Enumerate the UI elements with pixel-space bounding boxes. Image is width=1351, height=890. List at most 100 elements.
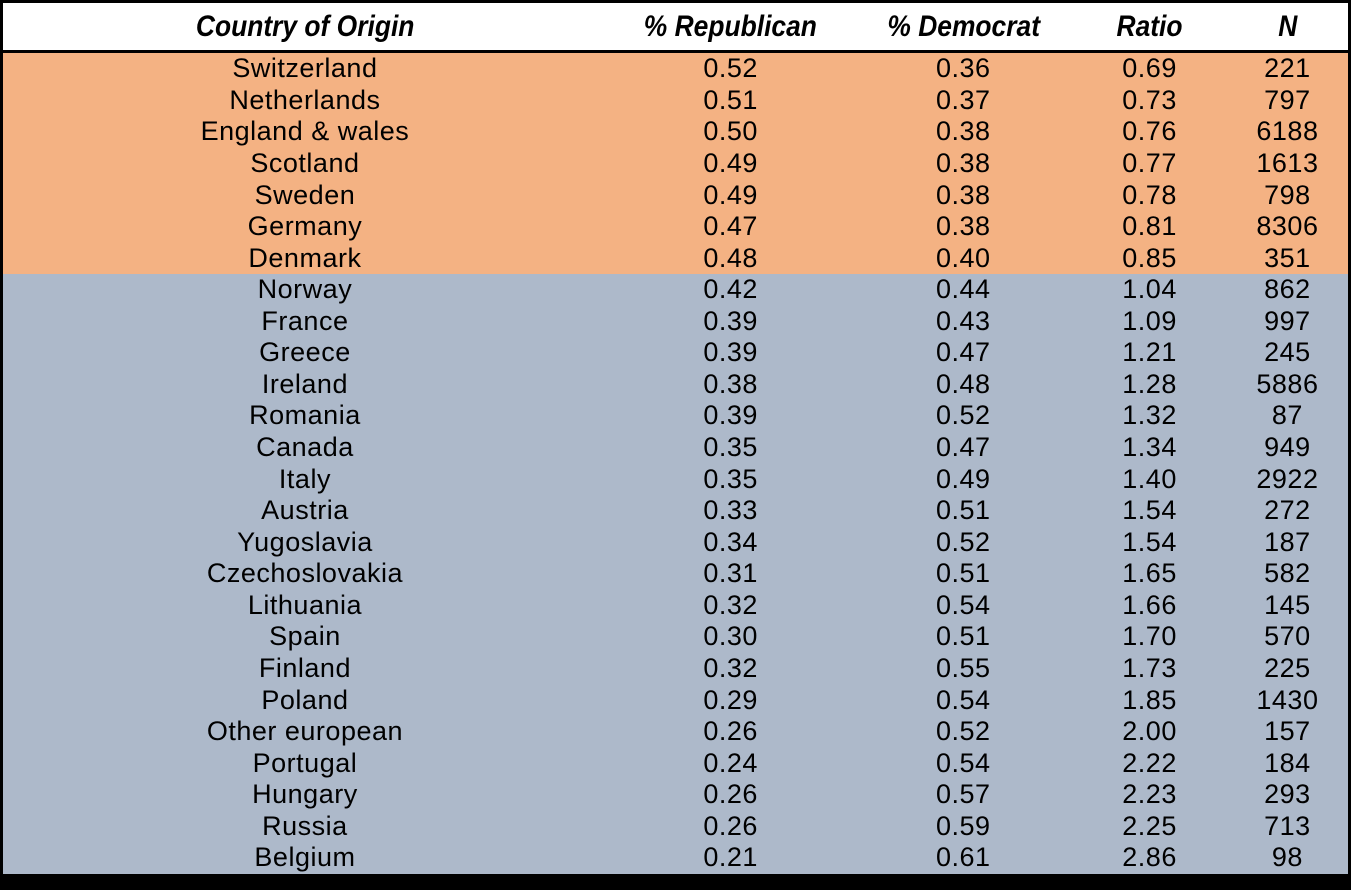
column-header-pct-republican: % Republican: [607, 3, 854, 50]
cell-country: Poland: [261, 684, 349, 715]
cell-pct-republican: 0.35: [703, 463, 758, 494]
cell-n: 5886: [1256, 368, 1319, 399]
cell-ratio: 0.73: [1122, 84, 1177, 115]
table-row: Norway 0.42 0.44 1.04 862: [3, 273, 1348, 306]
cell-ratio: 0.69: [1122, 53, 1177, 84]
cell-country: Canada: [256, 432, 354, 463]
table-row: Other european 0.26 0.52 2.00 157: [3, 715, 1348, 748]
cell-country: Portugal: [252, 747, 358, 778]
cell-ratio: 1.54: [1122, 526, 1177, 557]
cell-country: Belgium: [254, 842, 356, 873]
cell-pct-republican: 0.35: [703, 432, 758, 463]
cell-country: Yugoslavia: [237, 526, 373, 557]
column-header-pct-democrat: % Democrat: [854, 3, 1072, 50]
cell-n: 570: [1264, 621, 1311, 652]
cell-country: France: [261, 305, 349, 336]
cell-pct-republican: 0.49: [703, 179, 758, 210]
cell-pct-democrat: 0.52: [936, 400, 991, 431]
cell-ratio: 1.66: [1122, 589, 1177, 620]
cell-pct-democrat: 0.51: [936, 495, 991, 526]
cell-n: 798: [1264, 179, 1311, 210]
table-row: Romania 0.39 0.52 1.32 87: [3, 400, 1348, 432]
cell-ratio: 1.32: [1122, 400, 1177, 431]
cell-n: 797: [1264, 84, 1311, 115]
cell-n: 98: [1271, 842, 1303, 873]
cell-ratio: 1.04: [1122, 274, 1177, 305]
cell-country: Lithuania: [247, 589, 362, 620]
cell-n: 949: [1264, 432, 1311, 463]
cell-pct-republican: 0.47: [703, 211, 758, 242]
cell-n: 245: [1264, 337, 1311, 368]
column-header-ratio: Ratio: [1072, 3, 1227, 50]
cell-pct-democrat: 0.61: [936, 842, 991, 873]
cell-n: 184: [1264, 747, 1311, 778]
cell-pct-republican: 0.49: [703, 147, 758, 178]
column-header-label: N: [1277, 9, 1297, 43]
cell-country: Netherlands: [229, 84, 381, 115]
table-row: Czechoslovakia 0.31 0.51 1.65 582: [3, 558, 1348, 590]
table-row: Netherlands 0.51 0.37 0.73 797: [3, 84, 1348, 117]
column-header-label: Country of Origin: [195, 9, 415, 43]
cell-ratio: 0.85: [1122, 242, 1177, 273]
cell-ratio: 0.81: [1122, 211, 1177, 242]
cell-n: 582: [1264, 558, 1311, 589]
cell-pct-republican: 0.29: [703, 684, 758, 715]
cell-country: Czechoslovakia: [206, 558, 403, 589]
cell-pct-republican: 0.26: [703, 716, 758, 747]
cell-pct-democrat: 0.57: [936, 779, 991, 810]
cell-pct-republican: 0.39: [703, 337, 758, 368]
cell-ratio: 1.21: [1122, 337, 1177, 368]
table-row: England & wales 0.50 0.38 0.76 6188: [3, 116, 1348, 148]
cell-n: 6188: [1256, 116, 1319, 147]
cell-country: Switzerland: [232, 53, 378, 84]
cell-ratio: 2.23: [1122, 779, 1177, 810]
table-row: Denmark 0.48 0.40 0.85 351: [3, 242, 1348, 274]
cell-ratio: 1.54: [1122, 495, 1177, 526]
cell-pct-democrat: 0.54: [936, 747, 991, 778]
table-row: Lithuania 0.32 0.54 1.66 145: [3, 589, 1348, 622]
cell-n: 221: [1264, 53, 1311, 84]
table-row: France 0.39 0.43 1.09 997: [3, 305, 1348, 338]
cell-n: 862: [1264, 274, 1311, 305]
cell-n: 187: [1264, 526, 1311, 557]
table-row: Spain 0.30 0.51 1.70 570: [3, 621, 1348, 653]
table-row: Greece 0.39 0.47 1.21 245: [3, 337, 1348, 369]
cell-pct-democrat: 0.49: [936, 463, 991, 494]
cell-pct-democrat: 0.44: [936, 274, 991, 305]
cell-country: Hungary: [252, 779, 358, 810]
cell-country: Scotland: [250, 147, 360, 178]
cell-pct-republican: 0.38: [703, 368, 758, 399]
cell-ratio: 0.78: [1122, 179, 1177, 210]
cell-ratio: 1.28: [1122, 368, 1177, 399]
table-row: Sweden 0.49 0.38 0.78 798: [3, 179, 1348, 211]
cell-ratio: 0.77: [1122, 147, 1177, 178]
cell-ratio: 0.76: [1122, 116, 1177, 147]
cell-pct-democrat: 0.47: [936, 337, 991, 368]
cell-pct-democrat: 0.59: [936, 810, 991, 841]
table-row: Scotland 0.49 0.38 0.77 1613: [3, 147, 1348, 180]
cell-country: Other european: [206, 716, 404, 747]
cell-ratio: 1.70: [1122, 621, 1177, 652]
table-row: Canada 0.35 0.47 1.34 949: [3, 431, 1348, 464]
cell-pct-democrat: 0.47: [936, 432, 991, 463]
cell-n: 1613: [1256, 147, 1319, 178]
table-rows: Switzerland 0.52 0.36 0.69 221 Netherlands 0.5…: [3, 53, 1348, 874]
table-row: Hungary 0.26 0.57 2.23 293: [3, 778, 1348, 811]
cell-pct-republican: 0.26: [703, 810, 758, 841]
cell-pct-democrat: 0.43: [936, 305, 991, 336]
cell-ratio: 2.22: [1122, 747, 1177, 778]
cell-n: 272: [1264, 495, 1311, 526]
cell-pct-republican: 0.30: [703, 621, 758, 652]
cell-pct-republican: 0.34: [703, 526, 758, 557]
cell-pct-republican: 0.32: [703, 652, 758, 683]
cell-n: 1430: [1256, 684, 1319, 715]
cell-pct-democrat: 0.52: [936, 526, 991, 557]
cell-ratio: 2.25: [1122, 810, 1177, 841]
cell-country: Ireland: [261, 368, 348, 399]
table-row: Ireland 0.38 0.48 1.28 5886: [3, 368, 1348, 401]
table-row: Russia 0.26 0.59 2.25 713: [3, 810, 1348, 843]
table-row: Austria 0.33 0.51 1.54 272: [3, 494, 1348, 527]
cell-n: 997: [1264, 305, 1311, 336]
